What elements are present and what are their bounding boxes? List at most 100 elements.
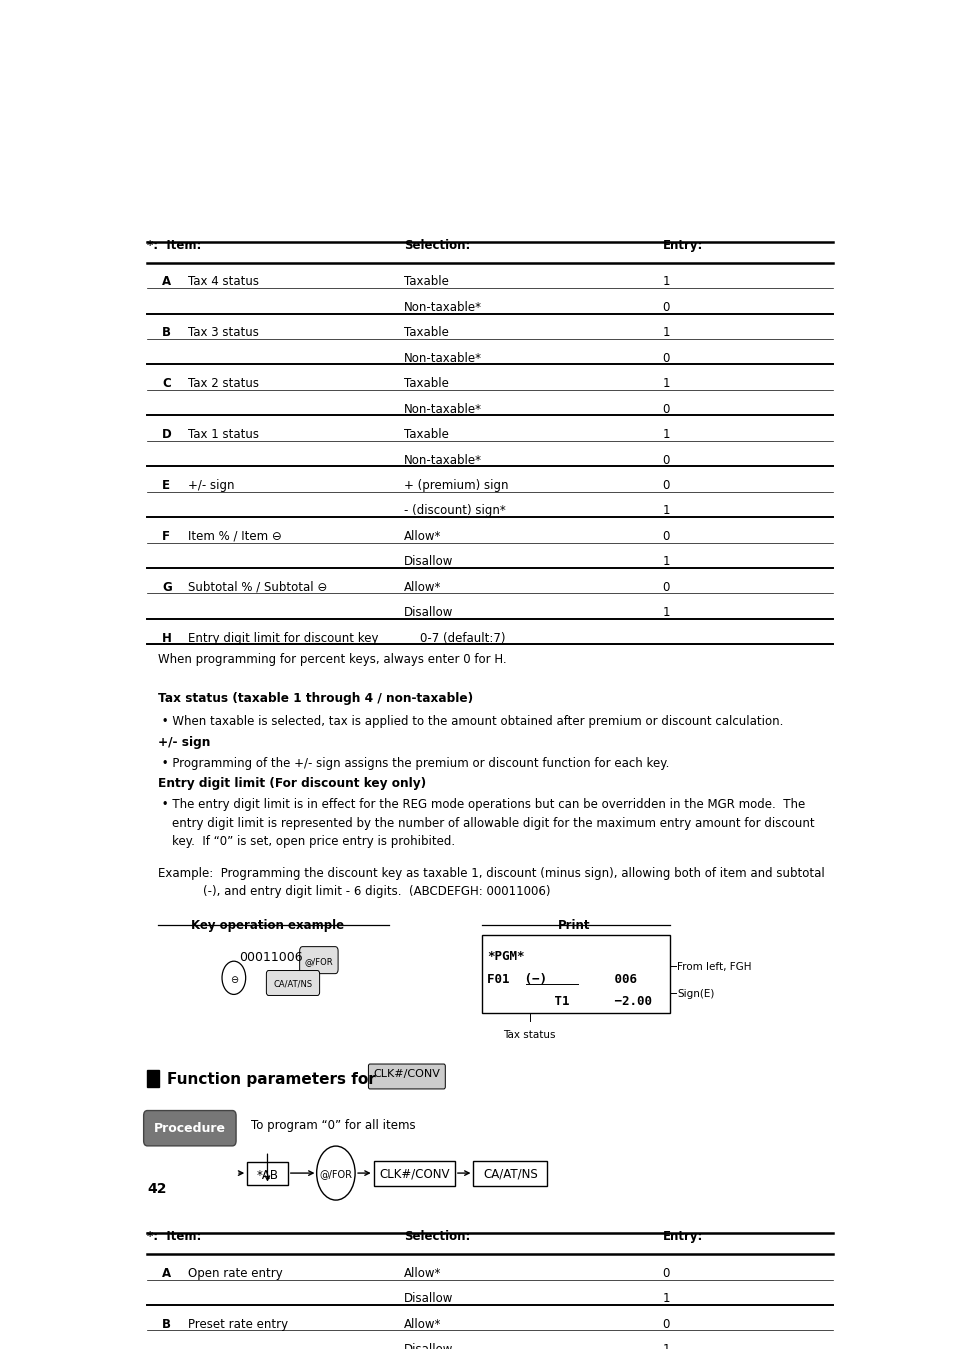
Text: Entry digit limit for discount key: Entry digit limit for discount key (188, 631, 378, 645)
Text: B: B (162, 326, 171, 339)
Text: key.  If “0” is set, open price entry is prohibited.: key. If “0” is set, open price entry is … (172, 835, 455, 849)
Text: E: E (162, 479, 170, 492)
Text: 1: 1 (662, 556, 669, 568)
FancyBboxPatch shape (144, 1110, 235, 1145)
Text: 1: 1 (662, 1292, 669, 1306)
Text: ⊖: ⊖ (230, 975, 237, 985)
Text: 0: 0 (662, 402, 669, 415)
Text: 0-7 (default:7): 0-7 (default:7) (420, 631, 505, 645)
Text: 0: 0 (662, 581, 669, 594)
Text: F: F (162, 530, 170, 542)
Text: *AB: *AB (256, 1170, 278, 1182)
Text: Taxable: Taxable (403, 275, 448, 289)
Text: T1      −2.00: T1 −2.00 (487, 996, 652, 1009)
Text: 1: 1 (662, 606, 669, 619)
Text: Disallow: Disallow (403, 556, 453, 568)
Text: Item % / Item ⊖: Item % / Item ⊖ (188, 530, 281, 542)
Text: • When taxable is selected, tax is applied to the amount obtained after premium : • When taxable is selected, tax is appli… (158, 715, 783, 728)
Text: Open rate entry: Open rate entry (188, 1267, 282, 1280)
Text: Tax status: Tax status (503, 1029, 556, 1040)
Text: *:  Item:: *: Item: (147, 1230, 201, 1244)
Text: To program “0” for all items: To program “0” for all items (251, 1120, 416, 1132)
Bar (374, 1160, 455, 1186)
Text: CA/AT/NS: CA/AT/NS (482, 1168, 537, 1180)
Bar (481, 935, 669, 1013)
Text: @/FOR: @/FOR (319, 1170, 352, 1179)
Text: Selection:: Selection: (403, 1230, 470, 1244)
Text: Tax 1 status: Tax 1 status (188, 428, 258, 441)
Text: Non-taxable*: Non-taxable* (403, 352, 481, 364)
Text: Tax 4 status: Tax 4 status (188, 275, 258, 289)
Text: 1: 1 (662, 378, 669, 390)
Text: CLK#/CONV: CLK#/CONV (378, 1168, 449, 1180)
Text: Tax 2 status: Tax 2 status (188, 378, 258, 390)
FancyBboxPatch shape (266, 970, 319, 996)
Text: *:  Item:: *: Item: (147, 239, 201, 252)
Text: • Programming of the +/- sign assigns the premium or discount function for each : • Programming of the +/- sign assigns th… (158, 757, 669, 769)
Text: 0: 0 (662, 1267, 669, 1280)
Bar (247, 1161, 288, 1184)
Text: • The entry digit limit is in effect for the REG mode operations but can be over: • The entry digit limit is in effect for… (158, 799, 805, 811)
Text: C: C (162, 378, 171, 390)
Text: Tax 3 status: Tax 3 status (188, 326, 258, 339)
FancyBboxPatch shape (368, 1064, 445, 1089)
Text: B: B (162, 1318, 171, 1330)
Text: Function parameters for: Function parameters for (167, 1072, 375, 1087)
Text: Non-taxable*: Non-taxable* (403, 453, 481, 467)
Text: A: A (162, 275, 172, 289)
Text: (-), and entry digit limit - 6 digits.  (ABCDEFGH: 00011006): (-), and entry digit limit - 6 digits. (… (203, 885, 550, 898)
Text: +/- sign: +/- sign (158, 735, 211, 749)
FancyBboxPatch shape (299, 947, 337, 974)
Text: Entry:: Entry: (662, 239, 702, 252)
Text: CA/AT/NS: CA/AT/NS (274, 979, 313, 989)
Text: @/FOR: @/FOR (304, 956, 333, 966)
Text: Sign(E): Sign(E) (677, 989, 714, 1000)
Text: Selection:: Selection: (403, 239, 470, 252)
Text: *PGM*: *PGM* (487, 950, 524, 963)
Text: 0: 0 (662, 530, 669, 542)
Text: Procedure: Procedure (153, 1122, 226, 1136)
Text: Entry digit limit (For discount key only): Entry digit limit (For discount key only… (158, 777, 426, 791)
Text: 1: 1 (662, 1344, 669, 1349)
Text: A: A (162, 1267, 172, 1280)
Text: Preset rate entry: Preset rate entry (188, 1318, 288, 1330)
Text: 1: 1 (662, 326, 669, 339)
Text: Allow*: Allow* (403, 581, 441, 594)
Text: Non-taxable*: Non-taxable* (403, 301, 481, 314)
Text: G: G (162, 581, 172, 594)
Text: + (premium) sign: + (premium) sign (403, 479, 508, 492)
Text: Disallow: Disallow (403, 606, 453, 619)
Text: Disallow: Disallow (403, 1344, 453, 1349)
Text: Allow*: Allow* (403, 1267, 441, 1280)
Text: 42: 42 (147, 1182, 167, 1197)
Text: From left, FGH: From left, FGH (677, 962, 751, 973)
Text: Example:  Programming the discount key as taxable 1, discount (minus sign), allo: Example: Programming the discount key as… (158, 866, 824, 880)
Text: Allow*: Allow* (403, 1318, 441, 1330)
Text: CLK#/CONV: CLK#/CONV (373, 1070, 440, 1079)
Text: F01  (−)         006: F01 (−) 006 (487, 973, 637, 986)
Text: Entry:: Entry: (662, 1230, 702, 1244)
Text: 0: 0 (662, 453, 669, 467)
Text: entry digit limit is represented by the number of allowable digit for the maximu: entry digit limit is represented by the … (172, 816, 814, 830)
Bar (473, 1160, 547, 1186)
Text: 1: 1 (662, 275, 669, 289)
Bar (147, 1070, 159, 1087)
Text: 0: 0 (662, 1318, 669, 1330)
Text: Non-taxable*: Non-taxable* (403, 402, 481, 415)
Text: 1: 1 (662, 428, 669, 441)
Text: H: H (162, 631, 172, 645)
Text: Subtotal % / Subtotal ⊖: Subtotal % / Subtotal ⊖ (188, 581, 327, 594)
Text: - (discount) sign*: - (discount) sign* (403, 505, 505, 518)
Text: Print: Print (558, 919, 590, 932)
Text: Allow*: Allow* (403, 530, 441, 542)
Text: 00011006: 00011006 (239, 951, 302, 963)
Text: Tax status (taxable 1 through 4 / non-taxable): Tax status (taxable 1 through 4 / non-ta… (158, 692, 473, 706)
Text: 1: 1 (662, 505, 669, 518)
Text: Disallow: Disallow (403, 1292, 453, 1306)
Text: 0: 0 (662, 479, 669, 492)
Text: 0: 0 (662, 301, 669, 314)
Text: Key operation example: Key operation example (191, 919, 343, 932)
Text: When programming for percent keys, always enter 0 for H.: When programming for percent keys, alway… (158, 653, 507, 665)
Text: D: D (162, 428, 172, 441)
Text: Taxable: Taxable (403, 326, 448, 339)
